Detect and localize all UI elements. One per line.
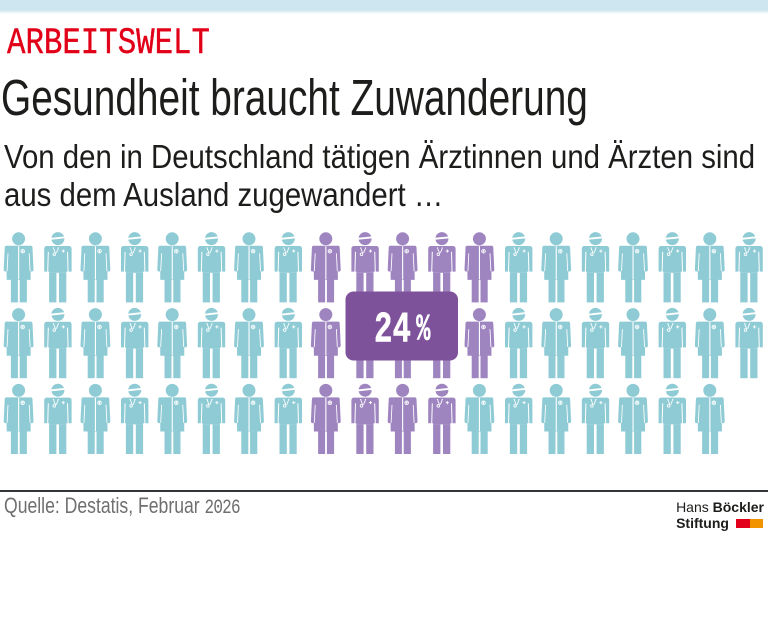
svg-text:%: % (416, 309, 430, 351)
svg-text:24: 24 (374, 306, 411, 356)
